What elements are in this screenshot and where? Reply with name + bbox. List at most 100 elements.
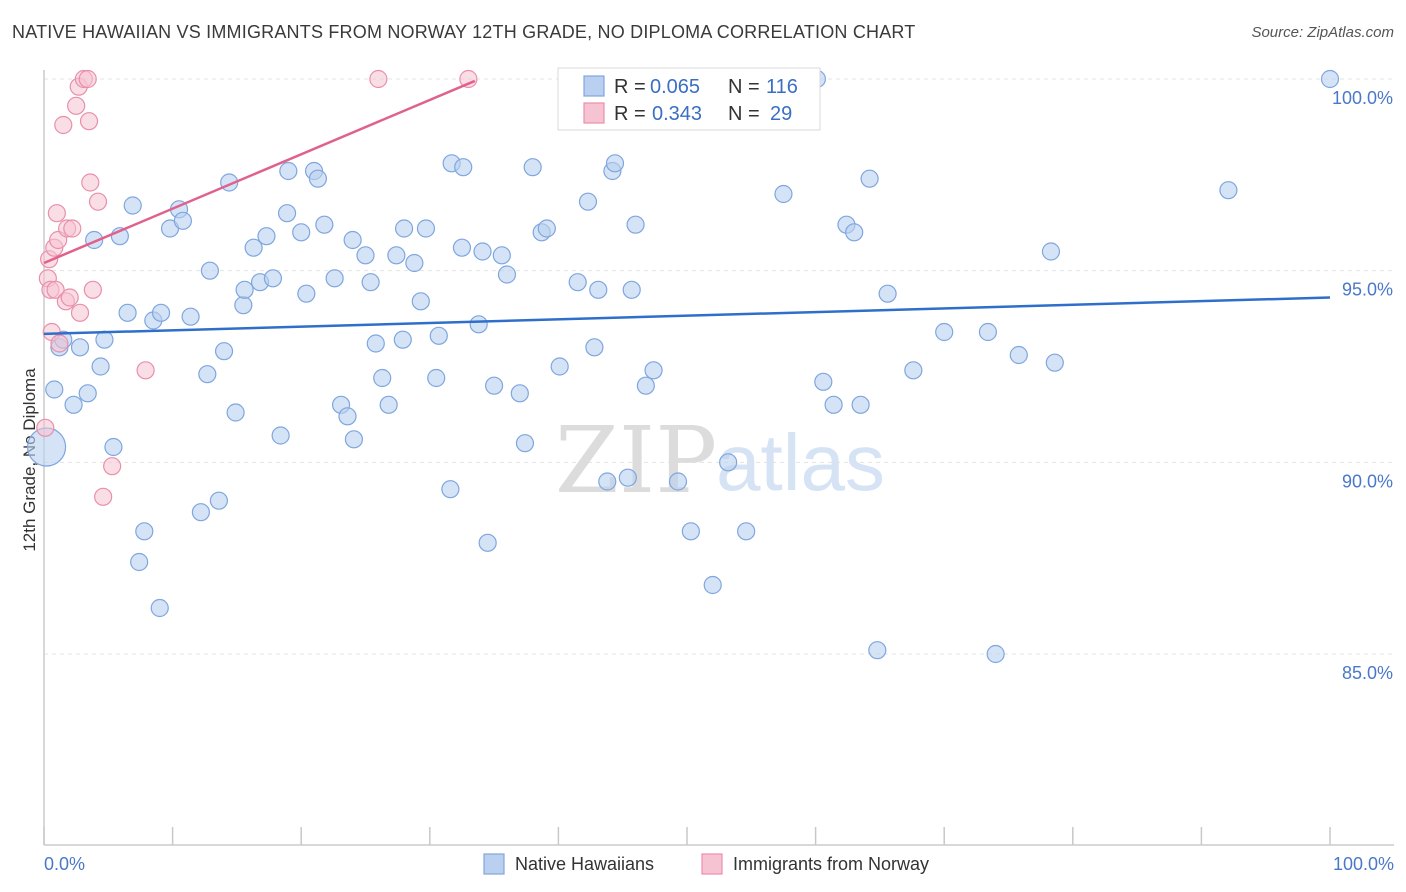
point-native-hawaiians	[845, 223, 864, 242]
point-native-hawaiians	[904, 361, 923, 380]
point-native-hawaiians	[104, 437, 123, 457]
point-native-hawaiians	[978, 322, 998, 342]
legend-r-label-blue: R =	[614, 76, 646, 98]
point-native-hawaiians	[338, 407, 357, 426]
y-tick-label: 90.0%	[1342, 471, 1393, 491]
point-native-hawaiians	[427, 368, 446, 388]
trend-lines	[43, 79, 1331, 336]
point-native-hawaiians	[537, 219, 556, 238]
point-native-hawaiians	[441, 480, 460, 499]
trend-line-native-hawaiians	[43, 296, 1331, 336]
gridlines	[44, 78, 1394, 655]
legend-n-label-pink: N =	[728, 103, 760, 125]
point-native-hawaiians	[45, 380, 64, 399]
point-native-hawaiians	[325, 269, 344, 288]
point-native-hawaiians	[214, 342, 234, 361]
point-native-hawaiians	[585, 338, 604, 357]
point-native-hawaiians	[605, 154, 625, 173]
point-native-hawaiians	[387, 246, 406, 265]
point-native-hawaiians	[1320, 69, 1340, 89]
legend-r-value-blue: 0.065	[650, 76, 700, 98]
legend: R = 0.065 N = 116 R = 0.343 N = 29	[557, 67, 821, 131]
point-native-hawaiians	[173, 211, 192, 230]
legend-n-value-pink: 29	[770, 103, 792, 125]
point-native-hawaiians	[935, 322, 954, 342]
y-tick-labels: 100.0% 95.0% 90.0% 85.0%	[1332, 88, 1393, 683]
point-immigrants-from-norway	[103, 457, 122, 476]
point-native-hawaiians	[416, 219, 436, 238]
point-immigrants-from-norway	[79, 112, 99, 131]
point-native-hawaiians	[469, 315, 488, 334]
point-native-hawaiians	[356, 246, 375, 265]
point-native-hawaiians	[135, 522, 154, 541]
point-immigrants-from-norway	[36, 418, 55, 437]
point-native-hawaiians	[737, 522, 756, 541]
point-immigrants-from-norway	[63, 219, 82, 238]
point-native-hawaiians	[315, 215, 334, 234]
x-tick-label-max: 100.0%	[1333, 854, 1394, 874]
point-immigrants-from-norway	[459, 69, 478, 89]
point-native-hawaiians	[644, 361, 663, 380]
point-immigrants-from-norway	[70, 303, 90, 322]
bottom-legend: Native Hawaiians Immigrants from Norway	[483, 853, 929, 875]
point-native-hawaiians	[523, 158, 542, 177]
point-native-hawaiians	[851, 395, 870, 414]
legend-n-value-blue: 116	[766, 76, 798, 98]
point-native-hawaiians	[234, 296, 253, 315]
watermark-zip: ZIP	[555, 407, 717, 514]
point-native-hawaiians	[515, 434, 535, 453]
point-native-hawaiians	[636, 376, 655, 395]
point-native-hawaiians	[814, 372, 833, 391]
y-tick-label: 85.0%	[1342, 663, 1393, 683]
point-native-hawaiians	[78, 384, 97, 403]
point-native-hawaiians	[361, 273, 380, 292]
y-axis-title: 12th Grade, No Diploma	[20, 368, 39, 552]
point-native-hawaiians	[64, 395, 83, 414]
point-native-hawaiians	[151, 303, 171, 322]
point-native-hawaiians	[589, 280, 608, 299]
bottom-legend-label-native-hawaiians: Native Hawaiians	[515, 854, 654, 874]
point-immigrants-from-norway	[78, 69, 97, 89]
point-native-hawaiians	[454, 158, 473, 177]
point-native-hawaiians	[277, 204, 297, 223]
point-immigrants-from-norway	[136, 361, 155, 380]
point-native-hawaiians	[373, 368, 392, 388]
point-native-hawaiians	[91, 357, 110, 376]
point-native-hawaiians	[598, 472, 617, 491]
point-immigrants-from-norway	[54, 115, 73, 135]
point-native-hawaiians	[308, 169, 328, 188]
point-immigrants-from-norway	[50, 334, 69, 353]
point-native-hawaiians	[452, 238, 472, 257]
point-native-hawaiians	[1045, 353, 1064, 372]
bottom-legend-label-immigrants-from-norway: Immigrants from Norway	[733, 854, 929, 874]
watermark-atlas: atlas	[716, 418, 885, 507]
point-native-hawaiians	[429, 326, 448, 345]
point-native-hawaiians	[1009, 345, 1028, 365]
point-native-hawaiians	[70, 338, 90, 357]
point-native-hawaiians	[774, 184, 793, 204]
point-native-hawaiians	[868, 641, 887, 660]
point-native-hawaiians	[181, 307, 200, 326]
y-tick-label: 100.0%	[1332, 88, 1393, 108]
point-native-hawaiians	[263, 269, 283, 288]
legend-swatch-blue	[583, 75, 605, 97]
point-native-hawaiians	[393, 330, 412, 349]
point-immigrants-from-norway	[369, 69, 388, 89]
point-native-hawaiians	[297, 284, 316, 303]
point-native-hawaiians	[681, 522, 700, 541]
bottom-legend-swatch-pink	[701, 853, 723, 875]
point-native-hawaiians	[343, 230, 362, 250]
point-native-hawaiians	[95, 330, 114, 349]
point-native-hawaiians	[411, 292, 430, 311]
point-native-hawaiians	[478, 533, 497, 552]
series-immigrants-from-norway	[36, 69, 478, 506]
point-native-hawaiians	[150, 598, 169, 618]
point-native-hawaiians	[626, 215, 645, 234]
point-native-hawaiians	[366, 334, 385, 353]
point-native-hawaiians	[191, 503, 210, 522]
point-native-hawaiians	[257, 227, 276, 246]
y-tick-label: 95.0%	[1342, 280, 1393, 300]
point-native-hawaiians	[703, 575, 722, 595]
x-ticks	[43, 827, 1331, 845]
